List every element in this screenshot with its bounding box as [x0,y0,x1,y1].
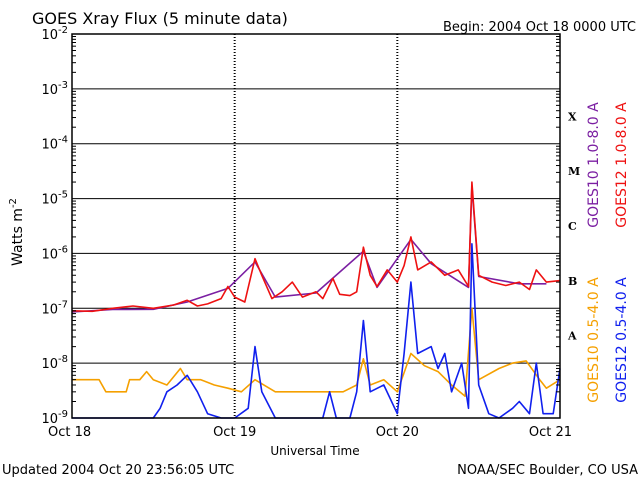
legend-entry: GOES10 1.0-8.0 A [586,102,602,228]
y-tick-label: 10-2 [41,25,68,43]
series-line [71,185,547,313]
y-tick-label: 10-5 [41,190,68,208]
grid-layer [72,33,560,419]
y-tick-label-base: 10 [41,28,58,43]
x-tick-label: Oct 18 [48,425,91,440]
y-tick-label-base: 10 [41,412,58,427]
y-tick-label-exponent: -4 [58,135,68,146]
flare-class-label: M [568,165,580,178]
flare-class-label: A [567,330,577,343]
y-tick-label-exponent: -9 [58,409,68,420]
legend-layer: GOES10 1.0-8.0 A GOES12 1.0-8.0 A GOES10 0… [586,102,630,403]
y-tick-label-base: 10 [41,138,58,153]
series-line [71,181,561,313]
x-tick-label: Oct 20 [376,425,419,440]
y-tick-label-exponent: -5 [58,190,68,201]
x-tick-label: Oct 21 [529,425,572,440]
flare-class-label: C [568,220,577,233]
legend-entry: GOES12 1.0-8.0 A [614,102,630,228]
y-tick-label-base: 10 [41,247,58,262]
y-tick-label-exponent: -8 [58,354,68,365]
y-tick-label-base: 10 [41,193,58,208]
x-tick-label: Oct 19 [213,425,256,440]
legend-label: GOES10 1.0-8.0 A [586,102,602,228]
y-tick-label: 10-6 [41,244,68,262]
y-tick-label: 10-8 [41,354,68,372]
legend-label: GOES12 0.5-4.0 A [614,277,630,403]
y-tick-label-base: 10 [41,302,58,317]
credit-text: NOAA/SEC Boulder, CO USA [457,463,638,478]
y-tick-label-exponent: -3 [58,80,68,91]
chart-title: GOES Xray Flux (5 minute data) [32,9,288,28]
legend-entry: GOES12 0.5-4.0 A [614,277,630,403]
y-axis-label: Watts m-2 [8,198,26,266]
series-line [72,307,561,398]
flare-class-label: X [568,110,577,123]
x-axis-label: Universal Time [270,444,359,458]
begin-time: Begin: 2004 Oct 18 0000 UTC [443,20,636,35]
legend-label: GOES12 1.0-8.0 A [614,102,630,228]
y-tick-label: 10-9 [41,409,68,427]
plot-frame [71,33,561,419]
y-tick-label-exponent: -7 [58,299,68,310]
y-tick-label-exponent: -2 [58,25,68,36]
y-tick-label-base: 10 [41,83,58,98]
y-tick-label: 10-4 [41,135,68,153]
series-layer [71,181,561,419]
y-tick-label-base: 10 [41,357,58,372]
y-tick-label: 10-7 [41,299,68,317]
y-axis-label-base: Watts m [10,208,26,266]
updated-timestamp: Updated 2004 Oct 20 23:56:05 UTC [2,463,234,478]
flare-class-label: B [568,275,577,288]
legend-label: GOES10 0.5-4.0 A [586,277,602,403]
y-tick-label-exponent: -6 [58,244,68,255]
y-axis-label-exponent: -2 [8,198,19,208]
y-tick-label: 10-3 [41,80,68,98]
legend-entry: GOES10 0.5-4.0 A [586,277,602,403]
